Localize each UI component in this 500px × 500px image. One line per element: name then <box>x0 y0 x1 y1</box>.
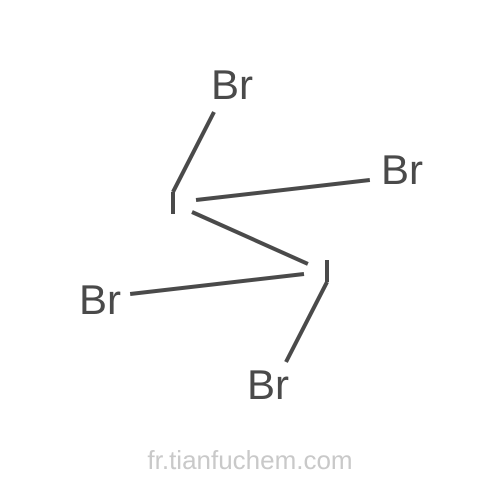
watermark-text: fr.tianfuchem.com <box>147 445 352 476</box>
bond <box>130 272 304 296</box>
atom-label-br: Br <box>211 61 253 109</box>
atom-label-br: Br <box>247 361 289 409</box>
bond <box>191 210 309 266</box>
bond <box>325 260 329 282</box>
atom-label-br: Br <box>79 276 121 324</box>
bond <box>171 111 216 193</box>
bond <box>284 281 329 363</box>
bond <box>171 192 175 214</box>
bond <box>196 178 370 202</box>
atom-label-br: Br <box>381 146 423 194</box>
diagram-canvas: Br Br Br Br fr.tianfuchem.com <box>0 0 500 500</box>
